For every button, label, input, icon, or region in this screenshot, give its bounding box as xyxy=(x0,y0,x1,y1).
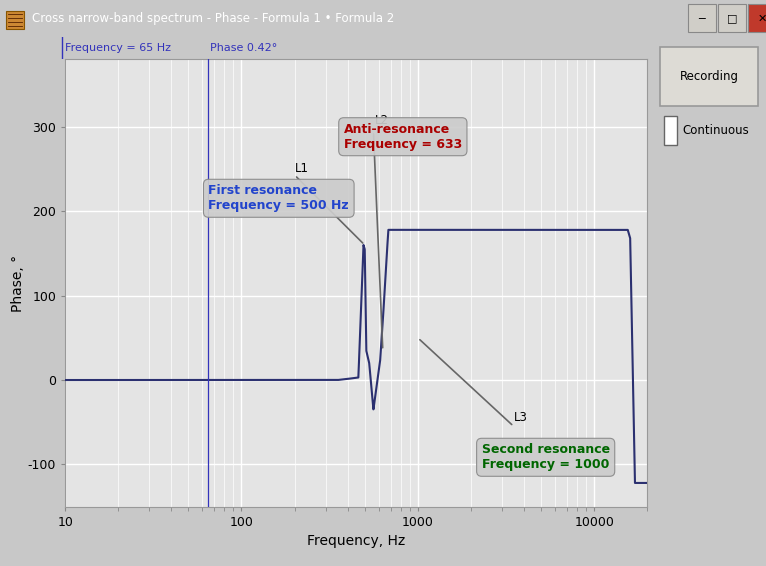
Text: L1: L1 xyxy=(295,162,309,175)
X-axis label: Frequency, Hz: Frequency, Hz xyxy=(307,534,405,548)
Text: Phase 0.42°: Phase 0.42° xyxy=(210,43,277,53)
Text: First resonance
Frequency = 500 Hz: First resonance Frequency = 500 Hz xyxy=(208,185,349,212)
Bar xyxy=(688,5,716,32)
Text: □: □ xyxy=(727,14,737,23)
FancyBboxPatch shape xyxy=(660,48,758,106)
Bar xyxy=(6,11,24,29)
Text: Frequency = 65 Hz: Frequency = 65 Hz xyxy=(65,43,172,53)
Bar xyxy=(664,116,677,145)
Text: Second resonance
Frequency = 1000: Second resonance Frequency = 1000 xyxy=(482,443,610,471)
Text: Cross narrow-band spectrum - Phase - Formula 1 • Formula 2: Cross narrow-band spectrum - Phase - For… xyxy=(32,12,394,25)
Text: Recording: Recording xyxy=(680,70,739,83)
Bar xyxy=(748,5,766,32)
Text: ─: ─ xyxy=(699,14,705,23)
Bar xyxy=(718,5,746,32)
Text: L2: L2 xyxy=(375,114,389,127)
Y-axis label: Phase, °: Phase, ° xyxy=(11,255,25,311)
Text: Continuous: Continuous xyxy=(683,125,749,138)
Text: Anti-resonance
Frequency = 633: Anti-resonance Frequency = 633 xyxy=(344,123,462,151)
Text: L3: L3 xyxy=(514,411,528,424)
Text: ✕: ✕ xyxy=(758,14,766,23)
